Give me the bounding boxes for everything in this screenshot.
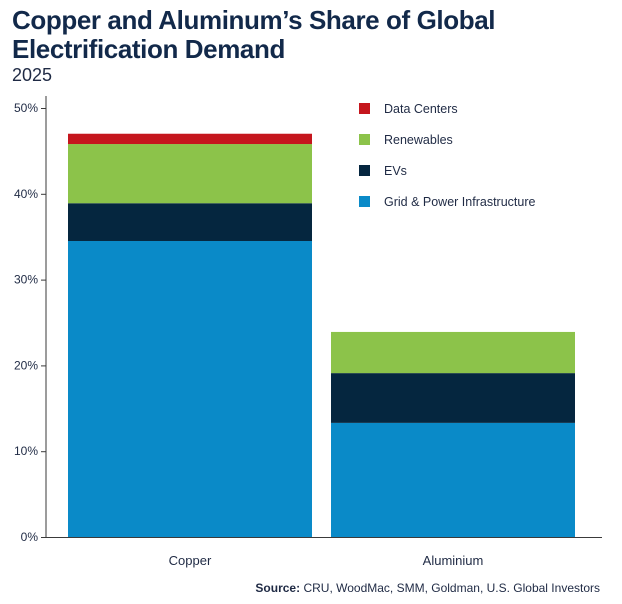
y-tick-label: 10%: [14, 444, 38, 458]
legend-swatch-grid-power-infrastructure: [359, 196, 370, 207]
bars-group: [68, 133, 575, 538]
legend-swatch-evs: [359, 165, 370, 176]
bar-copper-data-centers: [68, 133, 312, 145]
bar-aluminium-grid-power-infrastructure: [331, 422, 575, 537]
y-tick-label: 0%: [21, 530, 39, 544]
y-tick-label: 50%: [14, 101, 38, 115]
chart-subtitle: 2025: [12, 65, 53, 85]
source-note: Source: CRU, WoodMac, SMM, Goldman, U.S.…: [255, 581, 600, 595]
bar-aluminium-renewables: [331, 331, 575, 374]
axes-group: Copper Aluminium 0% 10% 20% 30% 40% 50%: [14, 96, 602, 568]
legend-label-evs: EVs: [384, 164, 407, 178]
y-tick-label: 20%: [14, 358, 38, 372]
legend-swatch-data-centers: [359, 103, 370, 114]
legend-label-renewables: Renewables: [384, 133, 453, 147]
legend-label-data-centers: Data Centers: [384, 102, 458, 116]
y-tick-label: 40%: [14, 187, 38, 201]
source-text: CRU, WoodMac, SMM, Goldman, U.S. Global …: [303, 581, 600, 595]
legend-label-grid-power-infrastructure: Grid & Power Infrastructure: [384, 195, 535, 209]
bar-copper-grid-power-infrastructure: [68, 240, 312, 538]
bar-copper-renewables: [68, 144, 312, 204]
legend-swatch-renewables: [359, 134, 370, 145]
chart-title: Copper and Aluminum’s Share of Global El…: [12, 5, 496, 64]
x-tick-label-aluminium: Aluminium: [423, 553, 484, 568]
source-label: Source:: [255, 581, 301, 595]
legend: Data Centers Renewables EVs Grid & Power In…: [359, 102, 535, 209]
bar-aluminium-evs: [331, 373, 575, 423]
y-tick-label: 30%: [14, 273, 38, 287]
x-tick-label-copper: Copper: [169, 553, 212, 568]
bar-copper-evs: [68, 203, 312, 241]
